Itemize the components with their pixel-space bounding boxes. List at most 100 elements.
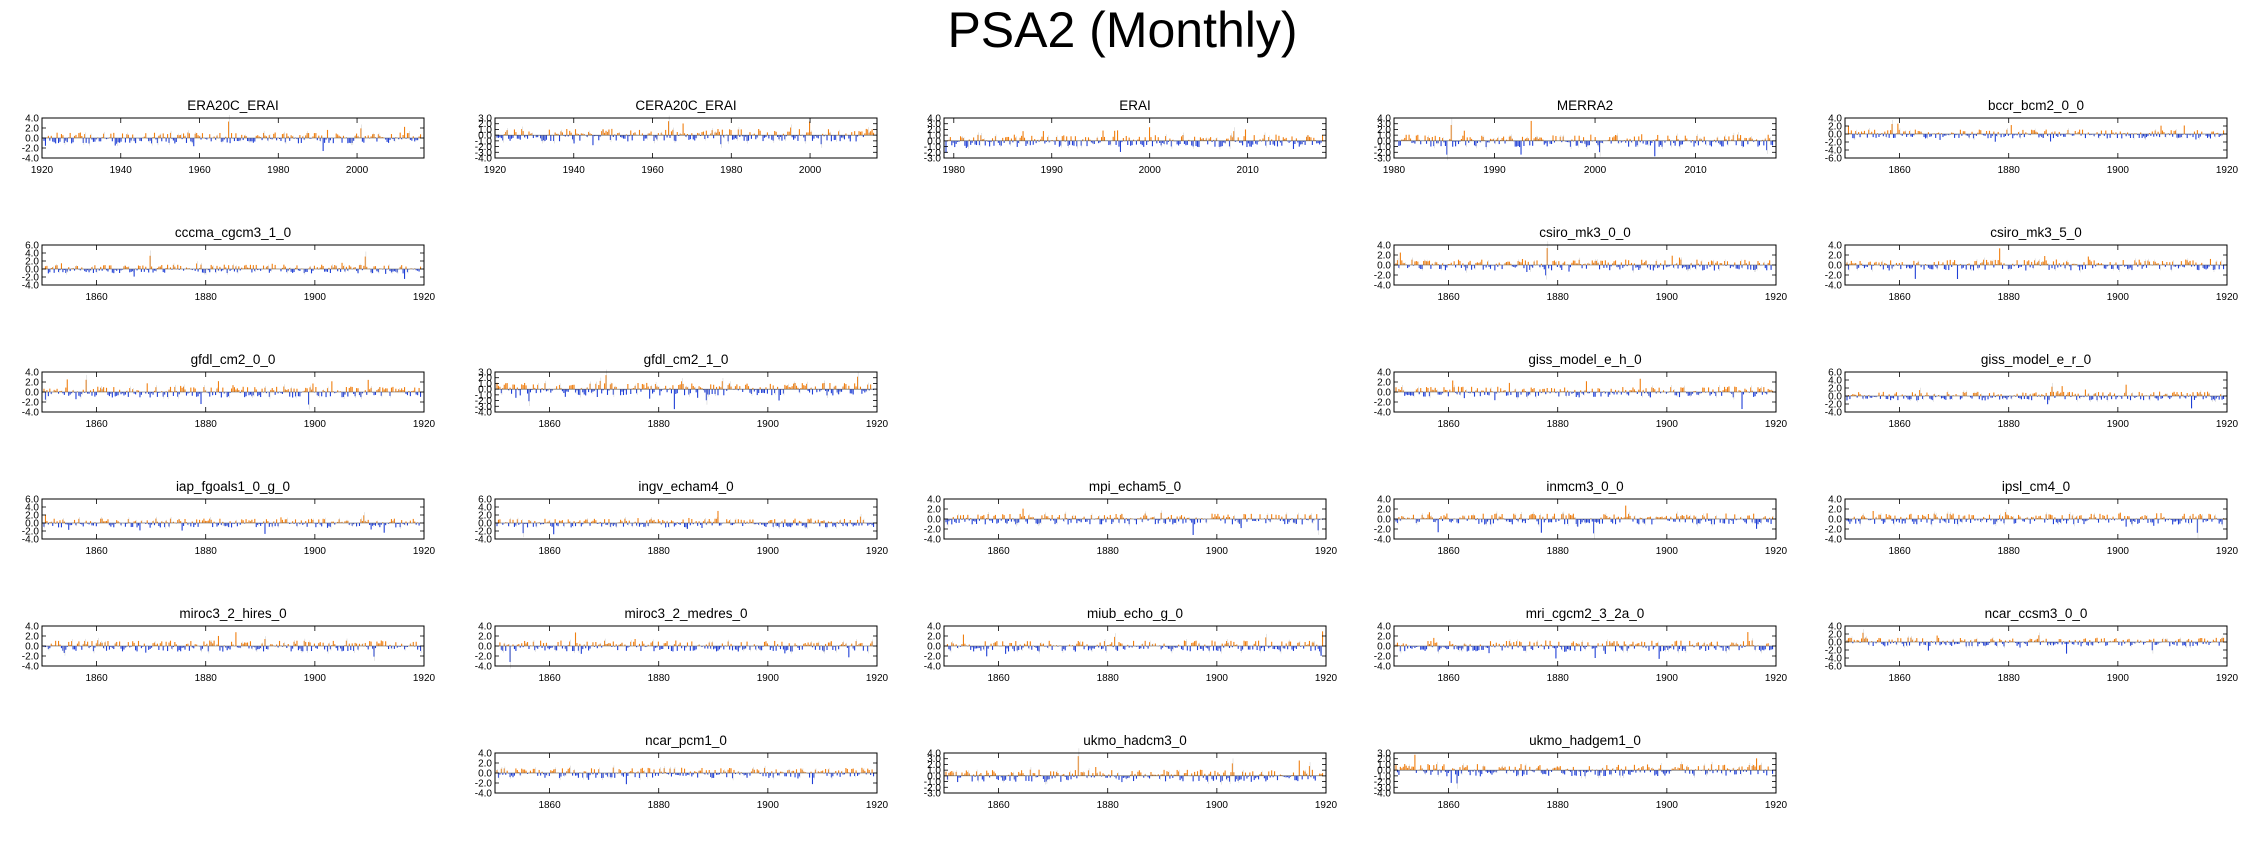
y-tick-label: -4.0	[1374, 281, 1392, 292]
y-tick-label: -2.0	[1374, 271, 1392, 282]
panel-bccr_bcm2_0_0: bccr_bcm2_0_0 4.02.00.0-2.0-4.0-6.0 1860 18…	[1825, 98, 2239, 176]
y-tick-label: 0.0	[478, 131, 492, 142]
x-tick-label: 2010	[1237, 165, 1260, 176]
y-tick-label: -4.0	[1825, 408, 1843, 419]
y-tick-label: -4.0	[22, 535, 40, 546]
y-tick-label: -4.0	[22, 154, 40, 165]
x-tick-label: 1860	[1888, 419, 1911, 430]
y-tick-label: 4.0	[25, 503, 39, 514]
x-tick-label: 1880	[195, 546, 218, 557]
y-tick-label: 0.0	[25, 134, 39, 145]
y-tick-label: -2.0	[1374, 148, 1392, 159]
panel-gfdl_cm2_1_0: gfdl_cm2_1_0 3.02.01.00.0-1.0-2.0-3.0-4.0…	[475, 352, 889, 430]
x-tick-label: 2010	[1684, 165, 1707, 176]
x-tick-label: 1920	[2216, 165, 2239, 176]
x-tick-label: 2000	[799, 165, 822, 176]
x-tick-label: 1900	[304, 419, 327, 430]
y-tick-label: -2.0	[1825, 271, 1843, 282]
y-tick-label: -2.0	[1374, 398, 1392, 409]
y-tick-label: 4.0	[1828, 241, 1842, 252]
y-tick-label: 2.0	[478, 119, 492, 130]
y-tick-label: -4.0	[1374, 408, 1392, 419]
y-tick-label: 1.0	[478, 379, 492, 390]
x-tick-label: 1960	[641, 165, 664, 176]
x-tick-label: 1860	[1437, 292, 1460, 303]
y-tick-label: 6.0	[1828, 368, 1842, 379]
panel-title: gfdl_cm2_1_0	[644, 352, 729, 367]
y-tick-label: -2.0	[475, 142, 493, 153]
x-tick-label: 1860	[85, 419, 108, 430]
x-tick-label: 1900	[304, 546, 327, 557]
y-tick-label: 0.0	[1377, 261, 1391, 272]
y-tick-label: -2.0	[1825, 400, 1843, 411]
plot-frame	[41, 244, 425, 286]
x-tick-label: 1880	[1547, 419, 1570, 430]
y-tick-label: 0.0	[1828, 130, 1842, 141]
panel-gfdl_cm2_0_0: gfdl_cm2_0_0 4.02.00.0-2.0-4.0 1860 1880 190…	[22, 352, 436, 430]
panel-title: CERA20C_ERAI	[635, 98, 736, 113]
y-tick-label: 0.0	[25, 388, 39, 399]
y-tick-label: 4.0	[1828, 376, 1842, 387]
x-tick-label: 2000	[1139, 165, 1162, 176]
x-tick-label: 1880	[648, 419, 671, 430]
y-tick-label: -6.0	[1825, 154, 1843, 165]
x-tick-label: 1920	[2216, 419, 2239, 430]
y-tick-label: -4.0	[22, 408, 40, 419]
y-tick-label: 3.0	[478, 114, 492, 125]
x-tick-label: 1920	[484, 165, 507, 176]
x-tick-label: 1900	[2107, 292, 2130, 303]
panel-title: MERRA2	[1557, 98, 1613, 113]
y-tick-label: 4.0	[25, 114, 39, 125]
x-tick-label: 1990	[1483, 165, 1506, 176]
y-tick-label: -1.0	[924, 142, 942, 153]
x-tick-label: 1860	[85, 546, 108, 557]
y-tick-label: -2.0	[1825, 138, 1843, 149]
plot-frame	[1393, 117, 1777, 159]
y-tick-label: 1.0	[927, 131, 941, 142]
x-tick-label: 1980	[1383, 165, 1406, 176]
plot-frame	[41, 498, 425, 540]
y-tick-label: 4.0	[1377, 114, 1391, 125]
y-tick-label: 3.0	[478, 368, 492, 379]
x-tick-label: 1980	[267, 165, 290, 176]
x-tick-label: 1980	[943, 165, 966, 176]
x-tick-label: 1880	[195, 419, 218, 430]
y-tick-label: 4.0	[1828, 114, 1842, 125]
x-tick-label: 1940	[563, 165, 586, 176]
x-tick-label: 1920	[413, 546, 436, 557]
y-tick-label: 2.0	[1377, 125, 1391, 136]
y-tick-label: 2.0	[1828, 122, 1842, 133]
y-tick-label: 4.0	[1377, 368, 1391, 379]
x-tick-label: 1900	[2107, 419, 2130, 430]
x-tick-label: 1920	[1765, 292, 1788, 303]
y-tick-label: 0.0	[25, 265, 39, 276]
y-tick-label: -4.0	[475, 154, 493, 165]
x-tick-label: 1900	[2107, 165, 2130, 176]
x-tick-label: 1880	[1547, 292, 1570, 303]
panel-cccma_cgcm3_1_0: cccma_cgcm3_1_0 6.04.02.00.0-2.0-4.0 1860 1…	[22, 225, 436, 303]
panel-title: ERA20C_ERAI	[187, 98, 279, 113]
x-tick-label: 1920	[31, 165, 54, 176]
panel-title: giss_model_e_h_0	[1528, 352, 1641, 367]
panel-giss_model_e_r_0: giss_model_e_r_0 6.04.02.00.0-2.0-4.0 1860…	[1825, 352, 2239, 430]
y-tick-label: 0.0	[1377, 388, 1391, 399]
x-tick-label: 1880	[1998, 419, 2021, 430]
y-tick-label: 3.0	[1377, 119, 1391, 130]
y-tick-label: -4.0	[1825, 146, 1843, 157]
y-tick-label: 0.0	[1828, 261, 1842, 272]
y-tick-label: 2.0	[25, 257, 39, 268]
x-tick-label: 1880	[1998, 292, 2021, 303]
y-tick-label: -2.0	[22, 144, 40, 155]
y-tick-label: -2.0	[475, 396, 493, 407]
y-tick-label: 2.0	[25, 511, 39, 522]
y-tick-label: 4.0	[25, 368, 39, 379]
y-tick-label: 2.0	[1828, 384, 1842, 395]
x-tick-label: 1860	[538, 419, 561, 430]
y-tick-label: 1.0	[478, 125, 492, 136]
panel-title: bccr_bcm2_0_0	[1988, 98, 2084, 113]
x-tick-label: 1920	[866, 419, 889, 430]
y-tick-label: 0.0	[25, 519, 39, 530]
